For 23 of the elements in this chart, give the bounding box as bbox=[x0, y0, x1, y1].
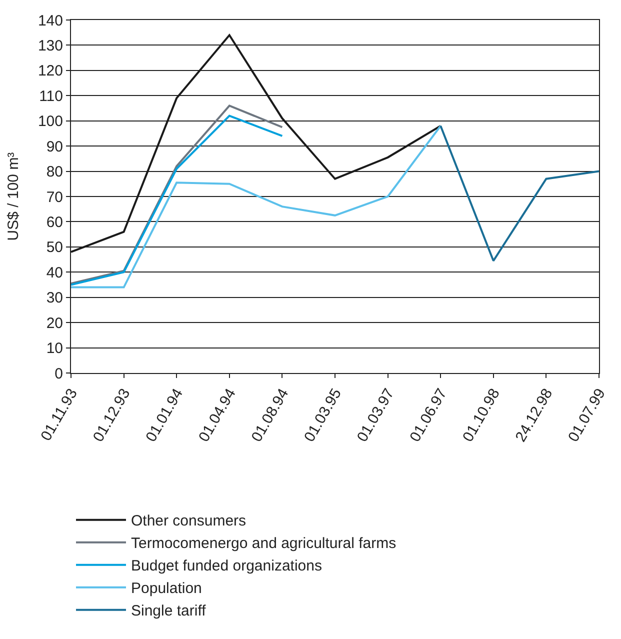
legend-label: Termocomenergo and agricultural farms bbox=[131, 535, 396, 552]
y-tick-label: 130 bbox=[38, 37, 63, 54]
y-tick-label: 110 bbox=[39, 88, 63, 105]
line-series bbox=[71, 124, 442, 288]
legend-label: Single tariff bbox=[131, 602, 207, 620]
y-tick-label: 60 bbox=[46, 214, 63, 231]
y-tick-label: 100 bbox=[38, 113, 63, 130]
line-series bbox=[440, 124, 599, 262]
y-tick-label: 40 bbox=[46, 264, 63, 282]
legend-label: Population bbox=[131, 580, 202, 598]
y-axis-title: US$ / 100 m³ bbox=[5, 152, 22, 241]
legend-label: Budget funded organizations bbox=[131, 558, 322, 575]
y-tick-label: 70 bbox=[46, 188, 63, 206]
y-tick-label: 10 bbox=[46, 340, 63, 358]
y-tick-label: 140 bbox=[38, 12, 63, 30]
y-tick-label: 20 bbox=[46, 314, 63, 332]
y-tick-label: 120 bbox=[38, 62, 63, 80]
y-tick-label: 50 bbox=[46, 239, 63, 256]
y-tick-label: 30 bbox=[46, 290, 63, 307]
y-tick-label: 80 bbox=[46, 164, 63, 181]
y-tick-label: 90 bbox=[46, 138, 63, 156]
y-tick-label: 0 bbox=[54, 365, 63, 382]
legend-label: Other consumers bbox=[131, 512, 246, 530]
